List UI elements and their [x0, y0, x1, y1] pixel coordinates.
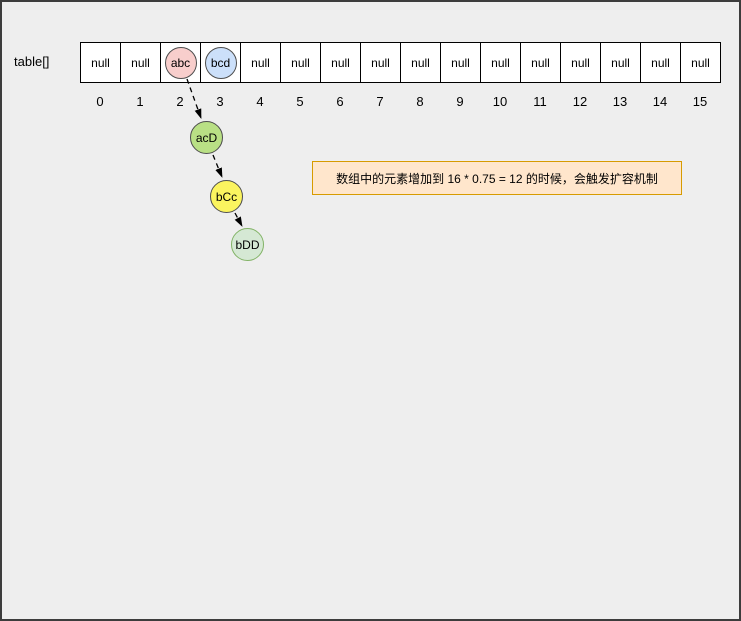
- arrow-bcc-to-bdd: [234, 212, 243, 227]
- node-bcc: bCc: [210, 180, 243, 213]
- bucket-cell-7: null: [360, 42, 401, 83]
- arrow-acd-to-bcc: [212, 154, 223, 178]
- bucket-cell-3: bcd: [200, 42, 241, 83]
- bucket-cell-12: null: [560, 42, 601, 83]
- bucket-index-9: 9: [456, 94, 464, 109]
- bucket-cell-9: null: [440, 42, 481, 83]
- table-array-label: table[]: [14, 54, 50, 69]
- bucket-cell-10: null: [480, 42, 521, 83]
- bucket-index-15: 15: [692, 94, 708, 109]
- bucket-cell-value: null: [251, 55, 270, 70]
- note-box: 数组中的元素增加到 16 * 0.75 = 12 的时候，会触发扩容机制: [312, 161, 682, 195]
- bucket-cell-6: null: [320, 42, 361, 83]
- bucket-cell-value: null: [291, 55, 310, 70]
- node-abc-label: abc: [170, 55, 191, 70]
- bucket-index-8: 8: [416, 94, 424, 109]
- bucket-index-14: 14: [652, 94, 668, 109]
- bucket-index-1: 1: [136, 94, 144, 109]
- bucket-row: null null abc bcd null null null null nu…: [80, 42, 721, 83]
- bucket-index-row: 0 1 2 3 4 5 6 7 8 9 10 11 12 13 14 15: [80, 94, 720, 109]
- bucket-cell-0: null: [80, 42, 121, 83]
- bucket-index-3: 3: [216, 94, 224, 109]
- node-bcd-label: bcd: [210, 55, 231, 70]
- bucket-cell-1: null: [120, 42, 161, 83]
- bucket-cell-value: null: [691, 55, 710, 70]
- bucket-index-4: 4: [256, 94, 264, 109]
- bucket-cell-value: null: [91, 55, 110, 70]
- bucket-index-11: 11: [533, 94, 547, 109]
- bucket-cell-5: null: [280, 42, 321, 83]
- node-abc: abc: [164, 46, 197, 79]
- bucket-index-10: 10: [492, 94, 508, 109]
- bucket-cell-13: null: [600, 42, 641, 83]
- bucket-index-2: 2: [176, 94, 184, 109]
- bucket-index-6: 6: [336, 94, 344, 109]
- note-text: 数组中的元素增加到 16 * 0.75 = 12 的时候，会触发扩容机制: [336, 171, 658, 186]
- bucket-cell-14: null: [640, 42, 681, 83]
- bucket-cell-15: null: [680, 42, 721, 83]
- node-acd: acD: [190, 121, 223, 154]
- node-bdd-label: bDD: [235, 237, 260, 252]
- bucket-index-0: 0: [96, 94, 104, 109]
- bucket-index-13: 13: [612, 94, 628, 109]
- bucket-index-7: 7: [376, 94, 384, 109]
- bucket-cell-value: null: [371, 55, 390, 70]
- node-bdd: bDD: [231, 228, 264, 261]
- node-bcd: bcd: [204, 46, 237, 79]
- bucket-index-5: 5: [296, 94, 304, 109]
- bucket-cell-value: null: [651, 55, 670, 70]
- bucket-cell-8: null: [400, 42, 441, 83]
- bucket-cell-2: abc: [160, 42, 201, 83]
- bucket-cell-value: null: [451, 55, 470, 70]
- bucket-cell-value: null: [571, 55, 590, 70]
- node-bcc-label: bCc: [215, 189, 238, 204]
- bucket-cell-value: null: [131, 55, 150, 70]
- bucket-cell-value: null: [411, 55, 430, 70]
- bucket-cell-4: null: [240, 42, 281, 83]
- bucket-cell-value: null: [491, 55, 510, 70]
- bucket-cell-value: null: [331, 55, 350, 70]
- bucket-cell-value: null: [611, 55, 630, 70]
- node-acd-label: acD: [195, 130, 218, 145]
- bucket-cell-value: null: [531, 55, 550, 70]
- bucket-cell-11: null: [520, 42, 561, 83]
- bucket-index-12: 12: [572, 94, 588, 109]
